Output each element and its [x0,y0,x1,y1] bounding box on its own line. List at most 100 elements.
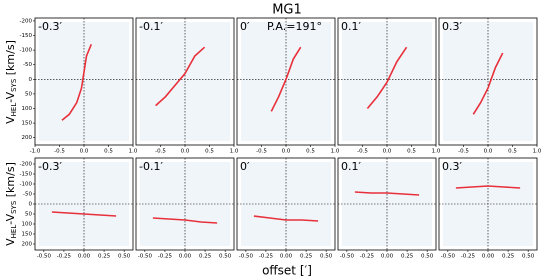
x-tick-label: -0.50 [441,254,456,260]
y-tick-label: 200 [22,135,33,141]
x-tick-label: 0.50 [219,254,232,260]
panel-label: 0.3′ [442,160,462,173]
x-axis-label: offset [′] [262,264,312,278]
x-tick-label: -0.5 [54,149,65,155]
x-tick-label: 0.00 [381,254,394,260]
x-tick-label: 1.0 [129,149,138,155]
x-tick-label: 0.0 [383,149,392,155]
x-tick-label: 0.50 [421,254,434,260]
panel-label: 0.3′ [442,20,462,33]
x-tick-label: -1.0 [30,149,41,155]
y-tick-label: 150 [22,121,33,127]
x-tick-label: -0.25 [57,254,72,260]
y-tick-label: -200 [20,162,33,168]
x-tick-label: -0.50 [37,254,52,260]
panel-label: 0.1′ [341,160,361,173]
y-tick-label: 50 [25,91,32,97]
panel-annotation: P.A.=191° [267,20,322,33]
x-tick-label: -0.50 [239,254,254,260]
y-label-part: -V [4,213,17,224]
data-line [354,191,420,196]
x-tick-label: 1.0 [230,149,239,155]
y-label-part: SYS [10,78,18,92]
panel-label: -0.1′ [139,160,163,173]
x-tick-label: 0.50 [118,254,131,260]
y-axis-label: VHEL-VSYS [km/s] [4,162,18,246]
y-tick-label: -100 [20,48,33,54]
y-label-part: [km/s] [4,40,17,79]
data-line [270,46,302,112]
y-tick-label: -150 [20,172,33,178]
y-tick-label: 100 [22,222,33,228]
data-line [366,46,408,110]
panel-label: -0.3′ [38,160,62,173]
data-line [61,43,93,121]
x-tick-label: 0.5 [104,149,113,155]
data-line [152,217,218,224]
x-tick-label: 0.0 [181,149,190,155]
y-tick-label: -200 [20,18,33,24]
y-tick-label: 200 [22,242,33,248]
data-line [253,215,319,222]
y-label-part: SYS [10,200,18,214]
figure-title: MG1 [272,3,302,18]
data-line [455,185,521,189]
x-tick-label: 0.00 [78,254,91,260]
y-label-part: [km/s] [4,162,17,201]
x-tick-label: 0.5 [508,149,517,155]
y-tick-label: -50 [23,62,32,68]
x-tick-label: 0.00 [179,254,192,260]
x-tick-label: 0.0 [282,149,291,155]
y-label-part: HEL [10,225,18,239]
x-tick-label: 0.5 [407,149,416,155]
y-tick-label: 50 [25,212,32,218]
x-tick-label: 0.00 [482,254,495,260]
x-tick-label: -0.5 [458,149,469,155]
data-line [155,46,206,107]
y-label-part: HEL [10,103,18,117]
x-tick-label: -0.25 [461,254,476,260]
y-tick-label: 150 [22,232,33,238]
x-tick-label: 0.5 [306,149,315,155]
x-tick-label: -0.25 [360,254,375,260]
x-tick-label: 1.0 [432,149,441,155]
x-tick-label: -0.50 [340,254,355,260]
panel-label: 0′ [240,20,250,33]
panel-label: 0′ [240,160,250,173]
y-tick-label: 100 [22,106,33,112]
x-tick-label: -0.50 [138,254,153,260]
x-tick-label: 0.25 [502,254,515,260]
x-tick-label: 0.0 [484,149,493,155]
x-tick-label: 0.25 [300,254,313,260]
x-tick-label: 0.5 [205,149,214,155]
x-tick-label: -0.5 [357,149,368,155]
y-tick-label: -50 [23,192,32,198]
y-label-part: -V [4,91,17,102]
x-tick-label: 1.0 [533,149,542,155]
y-tick-label: -100 [20,182,33,188]
x-tick-label: -0.25 [259,254,274,260]
panel-label: 0.1′ [341,20,361,33]
x-tick-label: 0.50 [320,254,333,260]
x-tick-label: -0.5 [155,149,166,155]
x-tick-label: 0.00 [280,254,293,260]
panel-label: -0.1′ [139,20,163,33]
x-tick-label: 0.0 [80,149,89,155]
x-tick-label: -0.25 [158,254,173,260]
y-tick-label: 0 [29,77,33,83]
x-tick-label: 0.25 [401,254,414,260]
y-tick-label: -150 [20,33,33,39]
panel-label: -0.3′ [38,20,62,33]
x-tick-label: 0.25 [98,254,111,260]
y-label-part: V [4,238,17,246]
y-axis-label: VHEL-VSYS [km/s] [4,40,18,124]
y-tick-label: 0 [29,202,33,208]
x-tick-label: 0.50 [522,254,535,260]
x-tick-label: -0.5 [256,149,267,155]
y-label-part: V [4,116,17,124]
data-line [51,211,117,217]
x-tick-label: 1.0 [331,149,340,155]
x-tick-label: 0.25 [199,254,212,260]
data-line [472,52,504,115]
